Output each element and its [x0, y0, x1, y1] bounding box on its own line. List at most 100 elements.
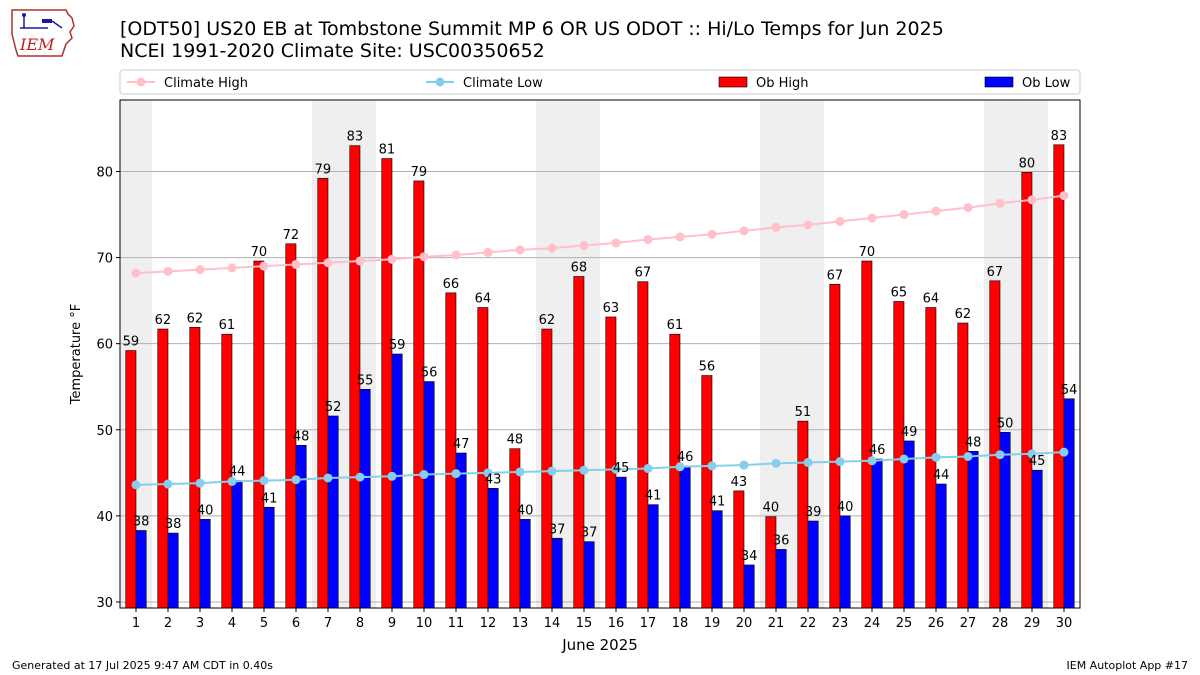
ob-high-label: 65: [891, 285, 908, 300]
ob-low-label: 46: [869, 443, 886, 458]
ob-low-bar: [199, 519, 211, 609]
climate-high-point: [707, 229, 717, 239]
ob-high-label: 64: [475, 292, 492, 307]
x-tick-label: 20: [736, 616, 753, 631]
climate-high-point: [739, 226, 749, 236]
climate-low-point: [483, 468, 493, 478]
ob-high-label: 64: [923, 292, 940, 307]
climate-high-point: [291, 259, 301, 269]
climate-low-point: [867, 456, 877, 466]
ob-low-bar: [903, 440, 915, 609]
climate-high-point: [1027, 195, 1037, 205]
ob-high-label: 68: [571, 261, 588, 276]
legend-frame: [119, 69, 1081, 95]
climate-high-point: [547, 243, 557, 253]
ob-low-label: 50: [997, 416, 1014, 431]
ob-low-bar: [615, 476, 627, 609]
climate-low-point: [323, 473, 333, 483]
app-credit: IEM Autoplot App #17: [1066, 659, 1189, 672]
ob-low-bar: [711, 510, 723, 609]
ob-high-label: 81: [379, 143, 396, 158]
ob-high-label: 62: [539, 313, 556, 328]
climate-high-point: [227, 263, 237, 273]
climate-high-point: [1059, 191, 1069, 201]
climate-low-point: [515, 467, 525, 477]
climate-low-point: [131, 480, 141, 490]
climate-low-point: [387, 471, 397, 481]
climate-low-point: [771, 458, 781, 468]
climate-lines-layer: [131, 191, 1069, 490]
climate-high-point: [899, 210, 909, 220]
climate-low-point: [259, 476, 269, 486]
climate-high-point: [803, 220, 813, 230]
climate-low-point: [675, 462, 685, 472]
generated-timestamp: Generated at 17 Jul 2025 9:47 AM CDT in …: [12, 659, 273, 672]
ob-low-bar: [231, 480, 243, 609]
ob-high-bar: [829, 283, 841, 609]
climate-low-point: [1059, 447, 1069, 457]
ob-high-label: 83: [347, 130, 364, 145]
x-tick-label: 6: [292, 616, 300, 631]
ob-low-label: 37: [581, 526, 598, 541]
ob-low-label: 40: [197, 503, 214, 518]
ob-high-label: 63: [603, 301, 620, 316]
climate-low-point: [643, 464, 653, 474]
climate-high-legend-label: Climate High: [164, 76, 248, 91]
ob-low-bar: [871, 458, 883, 609]
x-tick-label: 7: [324, 616, 332, 631]
ob-low-bar: [647, 504, 659, 609]
x-tick-label: 12: [480, 616, 497, 631]
climate-high-point: [611, 238, 621, 248]
x-tick-label: 3: [196, 616, 204, 631]
ob-high-bar: [669, 333, 681, 609]
plot-frame: [119, 99, 1081, 609]
chart-title: [ODT50] US20 EB at Tombstone Summit MP 6…: [120, 18, 944, 40]
climate-low-point: [355, 472, 365, 482]
ob-high-bar: [893, 301, 905, 609]
ob-low-legend-swatch: [984, 76, 1014, 88]
ob-high-label: 48: [507, 433, 524, 448]
ob-low-label: 44: [933, 468, 950, 483]
climate-low-legend-marker: [435, 77, 445, 87]
climate-high-point: [515, 245, 525, 255]
ob-low-bar: [551, 537, 563, 609]
y-tick-label: 60: [96, 338, 113, 353]
ob-low-label: 56: [421, 366, 438, 381]
ob-low-legend-label: Ob Low: [1022, 76, 1071, 91]
ob-low-label: 54: [1061, 383, 1078, 398]
x-tick-label: 10: [416, 616, 433, 631]
climate-high-point: [995, 198, 1005, 208]
climate-high-line: [135, 194, 1065, 275]
x-tick-label: 23: [832, 616, 849, 631]
ob-low-label: 41: [645, 489, 662, 504]
climate-low-point: [963, 451, 973, 461]
x-tick-label: 24: [864, 616, 881, 631]
ob-high-bar: [157, 328, 169, 609]
ob-high-label: 62: [187, 311, 204, 326]
climate-low-point: [547, 466, 557, 476]
ob-high-bar: [765, 516, 777, 609]
x-tick-label: 22: [800, 616, 817, 631]
ob-low-bar: [967, 450, 979, 609]
x-tick-label: 9: [388, 616, 396, 631]
climate-low-point: [291, 475, 301, 485]
gridlines: [120, 170, 1080, 603]
ob-low-label: 43: [485, 472, 502, 487]
ob-low-label: 34: [741, 549, 758, 564]
x-tick-label: 27: [960, 616, 977, 631]
ob-high-label: 67: [827, 268, 844, 283]
ob-low-label: 44: [229, 465, 246, 480]
ob-low-bar: [935, 483, 947, 609]
climate-high-point: [131, 268, 141, 278]
ob-low-bar: [327, 415, 339, 609]
ob-low-bar: [487, 488, 499, 609]
iowa-outline-icon: [11, 9, 75, 57]
ob-high-label: 61: [219, 318, 236, 333]
x-tick-label: 1: [132, 616, 140, 631]
x-tick-label: 30: [1056, 616, 1073, 631]
y-tick-label: 70: [96, 252, 113, 267]
x-tick-label: 13: [512, 616, 529, 631]
ob-high-bar: [189, 327, 201, 609]
ob-high-label: 72: [283, 228, 300, 243]
